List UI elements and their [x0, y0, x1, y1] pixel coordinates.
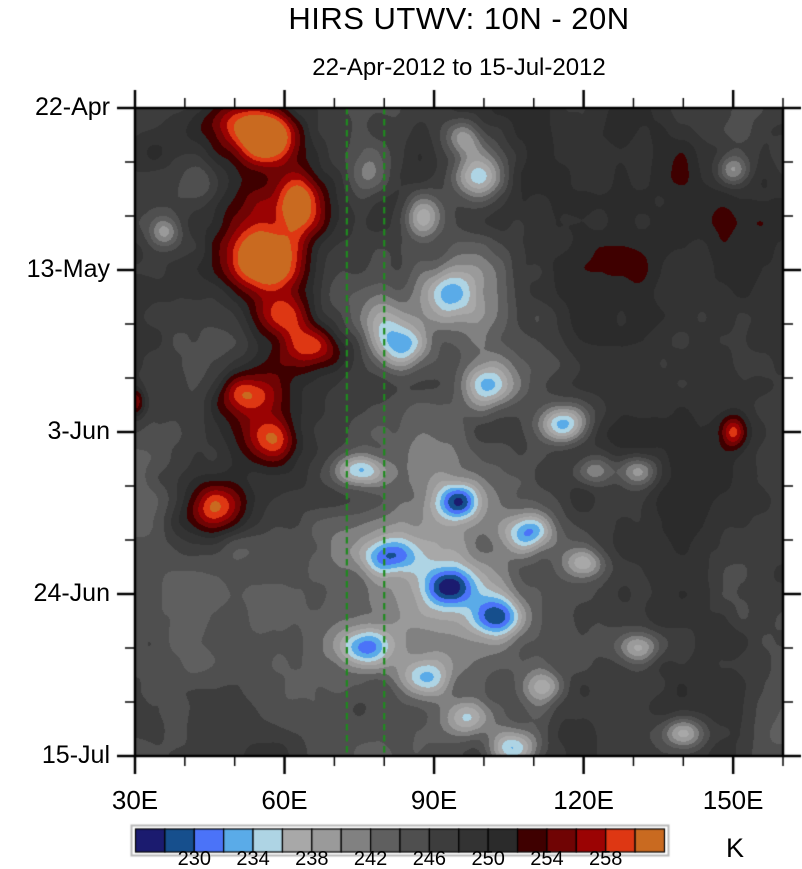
- colorbar-tick-label: 238: [295, 848, 329, 869]
- colorbar-unit-label: K: [725, 833, 744, 863]
- colorbar-tick-label: 234: [236, 848, 270, 869]
- colorbar-tick-label: 246: [412, 848, 447, 869]
- y-tick-label: 3-Jun: [47, 417, 110, 445]
- x-tick-label: 60E: [261, 785, 308, 815]
- colorbar-tick-label: 230: [177, 848, 211, 869]
- colorbar-tick-label: 254: [530, 848, 564, 869]
- colorbar-tick-label: 242: [353, 848, 388, 869]
- x-tick-label: 30E: [111, 785, 159, 815]
- y-tick-label: 15-Jul: [41, 741, 110, 769]
- colorbar-tick-label: 250: [471, 848, 505, 869]
- y-tick-label: 24-Jun: [33, 579, 110, 607]
- colorbar-tick-label: 258: [589, 848, 623, 869]
- plot-subtitle: 22-Apr-2012 to 15-Jul-2012: [312, 54, 606, 81]
- x-tick-label: 150E: [702, 785, 764, 815]
- page-title: HIRS UTWV: 10N - 20N: [288, 1, 630, 36]
- y-tick-label: 22-Apr: [34, 93, 110, 121]
- x-tick-label: 120E: [553, 785, 614, 815]
- y-tick-label: 13-May: [26, 255, 110, 283]
- x-tick-label: 90E: [410, 785, 458, 815]
